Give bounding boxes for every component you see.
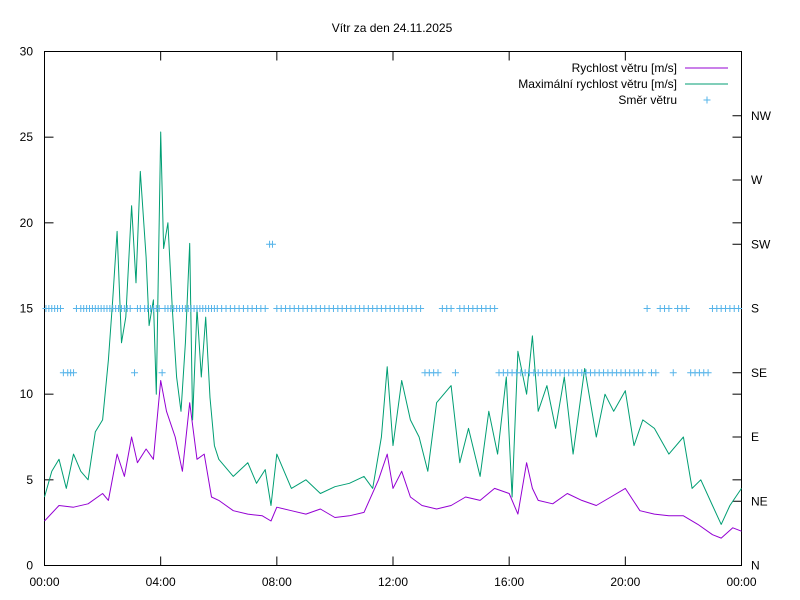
y-tick-label: 15	[20, 302, 34, 316]
direction-point	[56, 305, 64, 312]
y-tick-label: 0	[26, 559, 33, 573]
series-1	[44, 131, 742, 525]
chart-title: Vítr za den 24.11.2025	[332, 21, 453, 35]
direction-point	[735, 305, 743, 312]
y-tick-label: 20	[20, 216, 34, 230]
legend-label-direction: Směr větru	[618, 93, 677, 107]
y2-axis: N NE E SE S SW W NW	[732, 109, 772, 573]
y2-tick-label: NW	[751, 109, 772, 123]
direction-point	[682, 305, 690, 312]
y-tick-label: 30	[20, 45, 34, 59]
x-tick-label: 00:00	[29, 575, 59, 589]
y2-tick-label: SW	[751, 237, 771, 251]
direction-point	[126, 305, 134, 312]
series-2	[42, 240, 743, 377]
direction-point	[639, 369, 647, 377]
direction-point	[652, 369, 660, 377]
y-tick-label: 25	[20, 130, 34, 144]
series-line	[44, 131, 742, 525]
direction-point	[434, 369, 442, 377]
legend-label-speed: Rychlost větru [m/s]	[572, 61, 677, 75]
y2-tick-label: N	[751, 559, 760, 573]
direction-point	[643, 305, 651, 312]
direction-point	[704, 369, 712, 377]
direction-point	[268, 240, 276, 248]
x-tick-label: 12:00	[378, 575, 408, 589]
y2-tick-label: W	[751, 173, 763, 187]
series-0	[44, 380, 742, 539]
x-axis: 00:00 04:00 08:00 12:00 16:00 20:00 00:00	[29, 51, 757, 589]
direction-point	[447, 305, 455, 312]
y2-tick-label: NE	[751, 494, 768, 508]
series-line	[44, 380, 742, 539]
x-tick-label: 08:00	[262, 575, 292, 589]
y-tick-label: 5	[26, 473, 33, 487]
direction-point	[70, 369, 78, 377]
y2-tick-label: E	[751, 430, 759, 444]
direction-point	[491, 305, 499, 312]
legend-plus-marker	[703, 96, 711, 104]
x-tick-label: 04:00	[146, 575, 176, 589]
series-layer	[42, 131, 743, 539]
direction-point	[665, 305, 673, 312]
direction-point	[261, 305, 269, 312]
direction-point	[451, 369, 459, 377]
legend-swatch-direction	[703, 96, 711, 104]
direction-point	[669, 369, 677, 377]
x-tick-label: 16:00	[494, 575, 524, 589]
legend-label-max-speed: Maximální rychlost větru [m/s]	[518, 77, 677, 91]
direction-point	[158, 369, 166, 377]
y-tick-label: 10	[20, 387, 34, 401]
direction-point	[417, 305, 425, 312]
direction-point	[131, 369, 139, 377]
y2-tick-label: SE	[751, 366, 767, 380]
x-tick-label: 00:00	[726, 575, 756, 589]
x-tick-label: 20:00	[610, 575, 640, 589]
legend: Rychlost větru [m/s] Maximální rychlost …	[518, 61, 728, 107]
y2-tick-label: S	[751, 302, 759, 316]
